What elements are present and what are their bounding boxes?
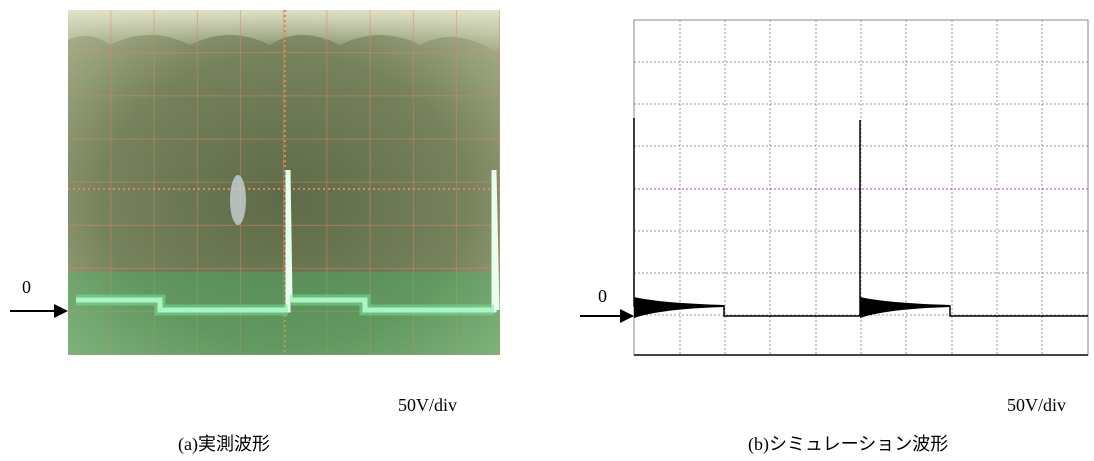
scope-photo: [68, 10, 500, 355]
caption: (a)実測波形: [178, 434, 270, 455]
scale-label: 50V/div: [398, 395, 457, 415]
zero-arrow: [10, 304, 68, 318]
zero-arrow: [580, 309, 634, 323]
sim-plot: [633, 19, 1089, 356]
zero-label: 0: [598, 286, 607, 306]
scale-label: 50V/div: [1007, 395, 1066, 415]
caption: (b)シミュレーション波形: [748, 434, 948, 455]
zero-label: 0: [22, 277, 31, 297]
